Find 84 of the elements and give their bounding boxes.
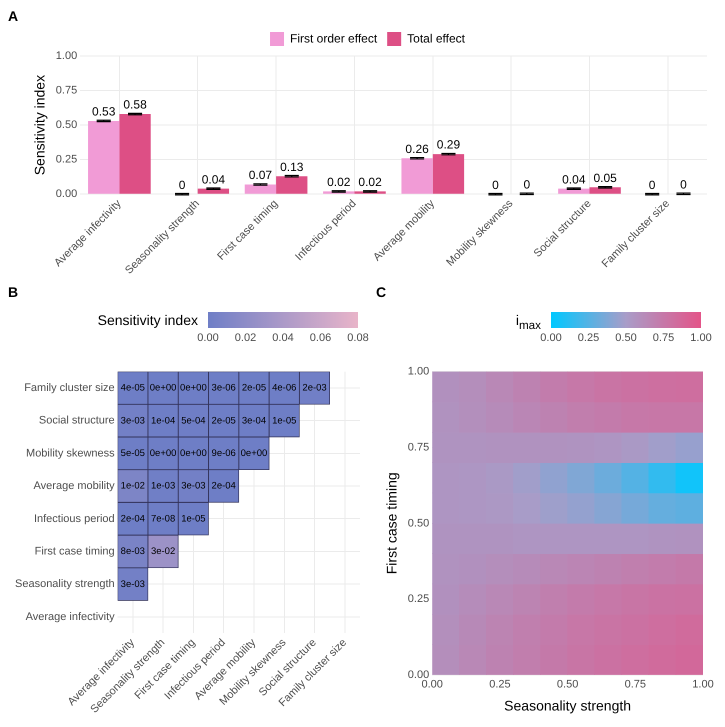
data-label: 0 xyxy=(492,178,500,192)
y-tick-label: Mobility skewness xyxy=(26,447,116,460)
data-label: 0.53 xyxy=(92,104,116,119)
data-label: 0e+00 xyxy=(180,382,207,394)
y-tick-label: Seasonality strength xyxy=(15,578,115,590)
y-tick-label: Average mobility xyxy=(34,480,116,492)
data-label: 8e-03 xyxy=(120,546,145,558)
data-label: 3e-03 xyxy=(120,415,145,426)
y-axis-title: Sensitivity index xyxy=(31,74,48,176)
data-label: 1e-04 xyxy=(150,415,176,426)
color-bar-label: 0.25 xyxy=(578,332,600,344)
data-label: 0.04 xyxy=(202,172,226,186)
data-label: 0e+00 xyxy=(180,448,207,459)
data-label: 3e-04 xyxy=(242,415,266,426)
data-label: 9e-06 xyxy=(212,448,236,459)
y-tick-label: Social structure xyxy=(38,414,115,427)
x-tick-label: 0.50 xyxy=(556,678,578,691)
data-label: 4e-06 xyxy=(272,382,296,394)
data-label: 1e-02 xyxy=(120,480,145,492)
data-label: 0.05 xyxy=(593,170,618,185)
data-label: 0.07 xyxy=(248,168,272,182)
x-tick-label: 0.00 xyxy=(422,678,443,691)
data-label: 0 xyxy=(523,177,530,192)
data-label: 0.58 xyxy=(123,98,148,112)
data-label: 2e-04 xyxy=(212,480,236,492)
y-tick-label: 1.00 xyxy=(408,366,430,378)
color-bar-title: i$_{max}$ xyxy=(516,312,541,332)
data-label: 5e-04 xyxy=(181,415,206,426)
data-label: 0.26 xyxy=(405,142,430,156)
legend-label: First order effect xyxy=(290,31,378,46)
color-bar-label: 0.50 xyxy=(615,332,637,344)
data-label: 1e-05 xyxy=(181,513,206,524)
text: C xyxy=(376,284,386,300)
legend-label: Total effect xyxy=(407,31,466,46)
color-bar-label: 0.75 xyxy=(652,332,674,344)
x-tick-label: 0.25 xyxy=(489,678,511,691)
y-tick-label: 0.25 xyxy=(56,154,78,166)
data-label: 1e-03 xyxy=(150,480,176,492)
data-label: 0.02 xyxy=(358,175,382,190)
y-tick-label: 0.50 xyxy=(408,517,430,530)
data-label: 2e-04 xyxy=(120,513,145,524)
data-label: 0.13 xyxy=(280,160,304,174)
color-bar-label: 0.08 xyxy=(347,332,369,344)
color-bar-label: 0.06 xyxy=(310,332,332,344)
x-tick-label: 1.00 xyxy=(692,678,714,691)
y-tick-label: 0.00 xyxy=(56,188,78,200)
data-label: 2e-05 xyxy=(212,415,236,426)
text: A xyxy=(8,8,18,24)
y-tick-label: 0.50 xyxy=(56,119,78,132)
y-tick-label: 0.75 xyxy=(408,441,430,454)
data-label: 0.02 xyxy=(327,175,351,190)
color-bar-title: Sensitivity index xyxy=(98,312,198,328)
data-label: 0e+00 xyxy=(150,448,176,459)
data-label: 3e-06 xyxy=(212,382,236,394)
color-bar-label: 0.00 xyxy=(540,332,562,344)
color-bar-label: 1.00 xyxy=(690,332,712,344)
data-label: 4e-05 xyxy=(120,382,145,394)
data-label: 1e-05 xyxy=(272,415,296,426)
y-tick-label: Infectious period xyxy=(34,512,115,525)
color-bar-label: 0.02 xyxy=(234,332,256,344)
data-label: 0.04 xyxy=(562,172,586,186)
data-label: 0e+00 xyxy=(240,448,268,459)
data-label: 5e-05 xyxy=(120,448,145,459)
y-tick-label: Average infectivity xyxy=(26,610,116,623)
data-label: 3e-03 xyxy=(181,480,206,492)
data-label: 0 xyxy=(648,178,656,192)
y-tick-label: 1.00 xyxy=(56,50,78,62)
data-label: 2e-03 xyxy=(302,382,327,394)
data-label: 2e-05 xyxy=(242,382,266,394)
data-label: 3e-03 xyxy=(120,578,145,590)
data-label: 0 xyxy=(680,177,688,192)
text: B xyxy=(8,284,18,300)
data-label: 0e+00 xyxy=(150,382,176,394)
data-label: 0 xyxy=(178,178,186,192)
data-label: 3e-02 xyxy=(150,546,176,558)
data-label: 0.29 xyxy=(436,138,460,152)
y-tick-label: First case timing xyxy=(34,545,115,558)
y-tick-label: Family cluster size xyxy=(24,382,115,394)
y-tick-label: 0.75 xyxy=(56,84,78,97)
color-bar-label: 0.04 xyxy=(272,332,294,344)
data-label: 7e-08 xyxy=(150,513,176,524)
color-bar-label: 0.00 xyxy=(197,332,219,344)
y-tick-label: 0.25 xyxy=(408,593,430,606)
x-tick-label: 0.75 xyxy=(624,678,646,691)
